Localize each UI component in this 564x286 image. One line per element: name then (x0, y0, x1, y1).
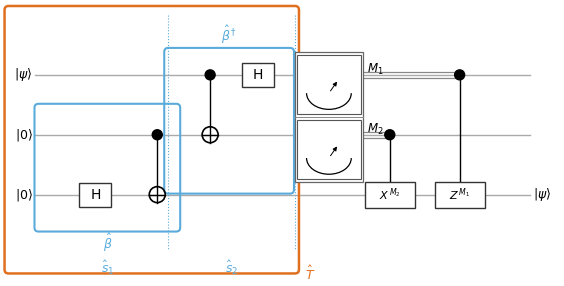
Circle shape (152, 130, 162, 140)
FancyBboxPatch shape (295, 52, 363, 182)
FancyBboxPatch shape (365, 182, 415, 208)
Circle shape (455, 70, 465, 80)
FancyBboxPatch shape (297, 120, 361, 179)
Circle shape (205, 70, 215, 80)
Text: $|0\rangle$: $|0\rangle$ (15, 127, 33, 143)
Text: $\hat{\beta}$: $\hat{\beta}$ (103, 231, 112, 254)
Text: $\hat{s}_2$: $\hat{s}_2$ (226, 258, 239, 277)
Text: $\hat{s}_1$: $\hat{s}_1$ (100, 258, 114, 277)
FancyBboxPatch shape (435, 182, 484, 208)
Text: H: H (90, 188, 100, 202)
Text: $\hat{\beta}^\dagger$: $\hat{\beta}^\dagger$ (221, 24, 237, 46)
Text: $|\psi\rangle$: $|\psi\rangle$ (14, 66, 33, 83)
FancyBboxPatch shape (80, 183, 111, 206)
Text: $Z^{\,M_1}$: $Z^{\,M_1}$ (449, 186, 470, 203)
Text: $M_1$: $M_1$ (367, 62, 384, 78)
FancyBboxPatch shape (297, 55, 361, 114)
FancyBboxPatch shape (242, 63, 274, 87)
Text: $M_2$: $M_2$ (367, 122, 384, 137)
Text: $|\psi\rangle$: $|\psi\rangle$ (532, 186, 550, 203)
Circle shape (385, 130, 395, 140)
Text: $\hat{T}$: $\hat{T}$ (305, 265, 315, 283)
Text: $X^{\,M_2}$: $X^{\,M_2}$ (379, 186, 400, 203)
Text: H: H (253, 68, 263, 82)
Text: $|0\rangle$: $|0\rangle$ (15, 187, 33, 202)
